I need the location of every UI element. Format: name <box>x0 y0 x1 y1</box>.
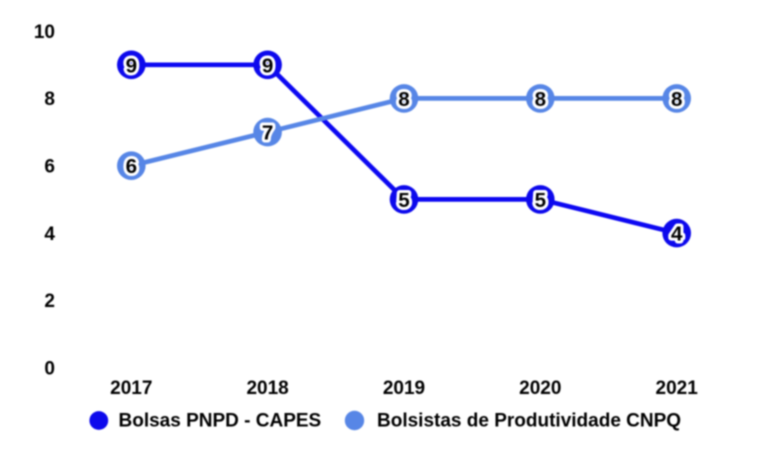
svg-text:Bolsas PNPD - CAPES: Bolsas PNPD - CAPES <box>119 411 322 432</box>
svg-text:2020: 2020 <box>519 378 561 399</box>
svg-text:2017: 2017 <box>110 378 152 399</box>
svg-text:5: 5 <box>398 189 409 212</box>
svg-text:2019: 2019 <box>383 378 425 399</box>
svg-text:9: 9 <box>262 54 273 77</box>
svg-text:2018: 2018 <box>246 378 288 399</box>
svg-text:8: 8 <box>44 89 55 110</box>
svg-text:10: 10 <box>34 22 55 43</box>
svg-text:2021: 2021 <box>656 378 699 399</box>
svg-text:4: 4 <box>671 223 683 246</box>
svg-text:6: 6 <box>126 155 137 178</box>
svg-text:7: 7 <box>262 122 273 145</box>
svg-text:9: 9 <box>126 54 137 77</box>
svg-text:8: 8 <box>398 88 409 111</box>
svg-text:2: 2 <box>44 291 55 312</box>
svg-text:4: 4 <box>44 224 55 245</box>
svg-text:5: 5 <box>535 189 546 212</box>
svg-text:0: 0 <box>44 359 55 380</box>
svg-text:8: 8 <box>671 88 682 111</box>
svg-text:6: 6 <box>44 157 55 178</box>
svg-text:Bolsistas de Produtividade CNP: Bolsistas de Produtividade CNPQ <box>377 411 681 432</box>
svg-text:8: 8 <box>535 88 546 111</box>
